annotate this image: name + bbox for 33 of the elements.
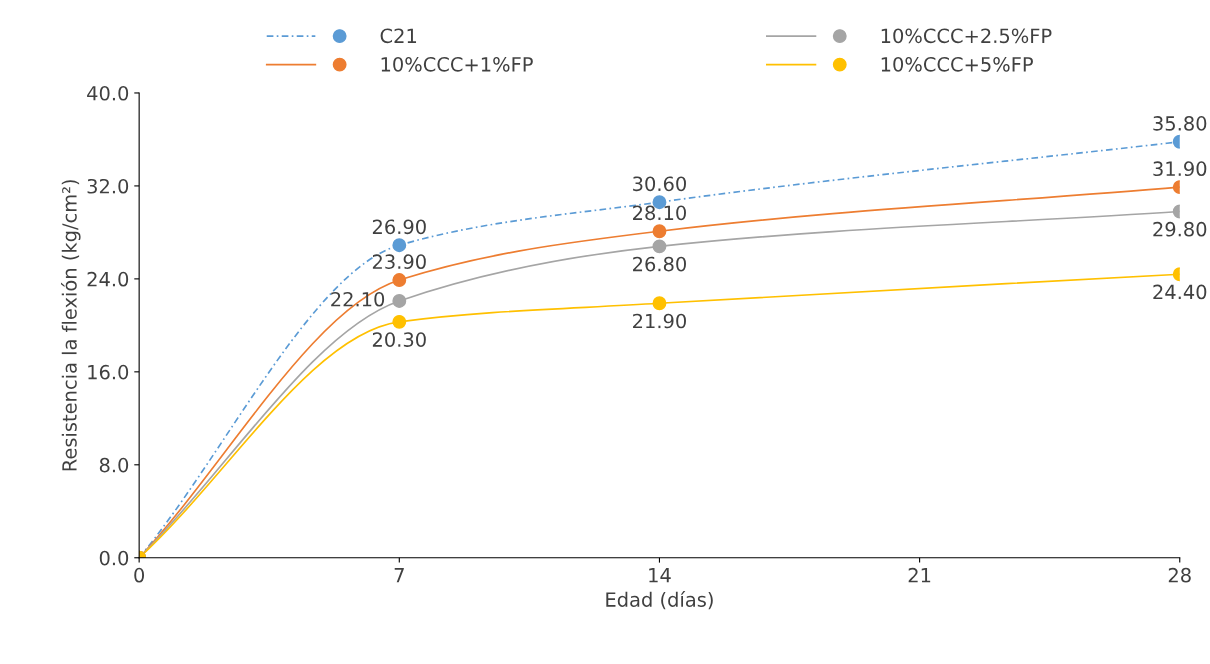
- legend-label: C21: [380, 28, 417, 44]
- y-tick-label: 32.0: [87, 178, 129, 194]
- legend-label: 10%CCC+1%FP: [381, 56, 533, 72]
- y-tick-label: 40.0: [87, 85, 129, 101]
- point: [392, 294, 407, 308]
- y-tick-label: 24.0: [87, 271, 129, 287]
- data-label: 28.10: [633, 205, 686, 221]
- data-label: 26.80: [633, 256, 686, 272]
- data-label: 24.40: [1153, 284, 1207, 300]
- point: [652, 239, 667, 254]
- x-tick-label: 21: [908, 567, 931, 583]
- point: [652, 224, 667, 239]
- y-axis-title: Resistencia la flexión (kg/cm²): [60, 180, 81, 471]
- point: [392, 273, 407, 287]
- data-label: 21.90: [633, 313, 686, 329]
- x-tick-label: 14: [649, 568, 671, 583]
- y-tick-label: 0.0: [99, 550, 129, 566]
- x-tick-label: 7: [394, 568, 404, 583]
- data-label: 26.90: [372, 219, 426, 235]
- data-label: 30.60: [633, 176, 686, 192]
- y-tick-label: 16.0: [88, 364, 129, 380]
- legend-label: 10%CCC+2.5%FP: [881, 28, 1052, 44]
- point: [392, 238, 407, 253]
- x-tick-label: 0: [134, 567, 145, 583]
- legend-label: 10%CCC+5%FP: [881, 56, 1033, 72]
- x-axis-title: Edad (días): [606, 591, 713, 610]
- data-label: 20.30: [372, 332, 426, 347]
- data-label: 31.90: [1153, 161, 1207, 177]
- data-label: 29.80: [1153, 221, 1207, 237]
- x-tick-label: 28: [1168, 567, 1191, 583]
- data-label: 23.90: [372, 254, 426, 270]
- data-label: 35.80: [1153, 116, 1207, 131]
- y-tick-label: 8.0: [99, 457, 129, 473]
